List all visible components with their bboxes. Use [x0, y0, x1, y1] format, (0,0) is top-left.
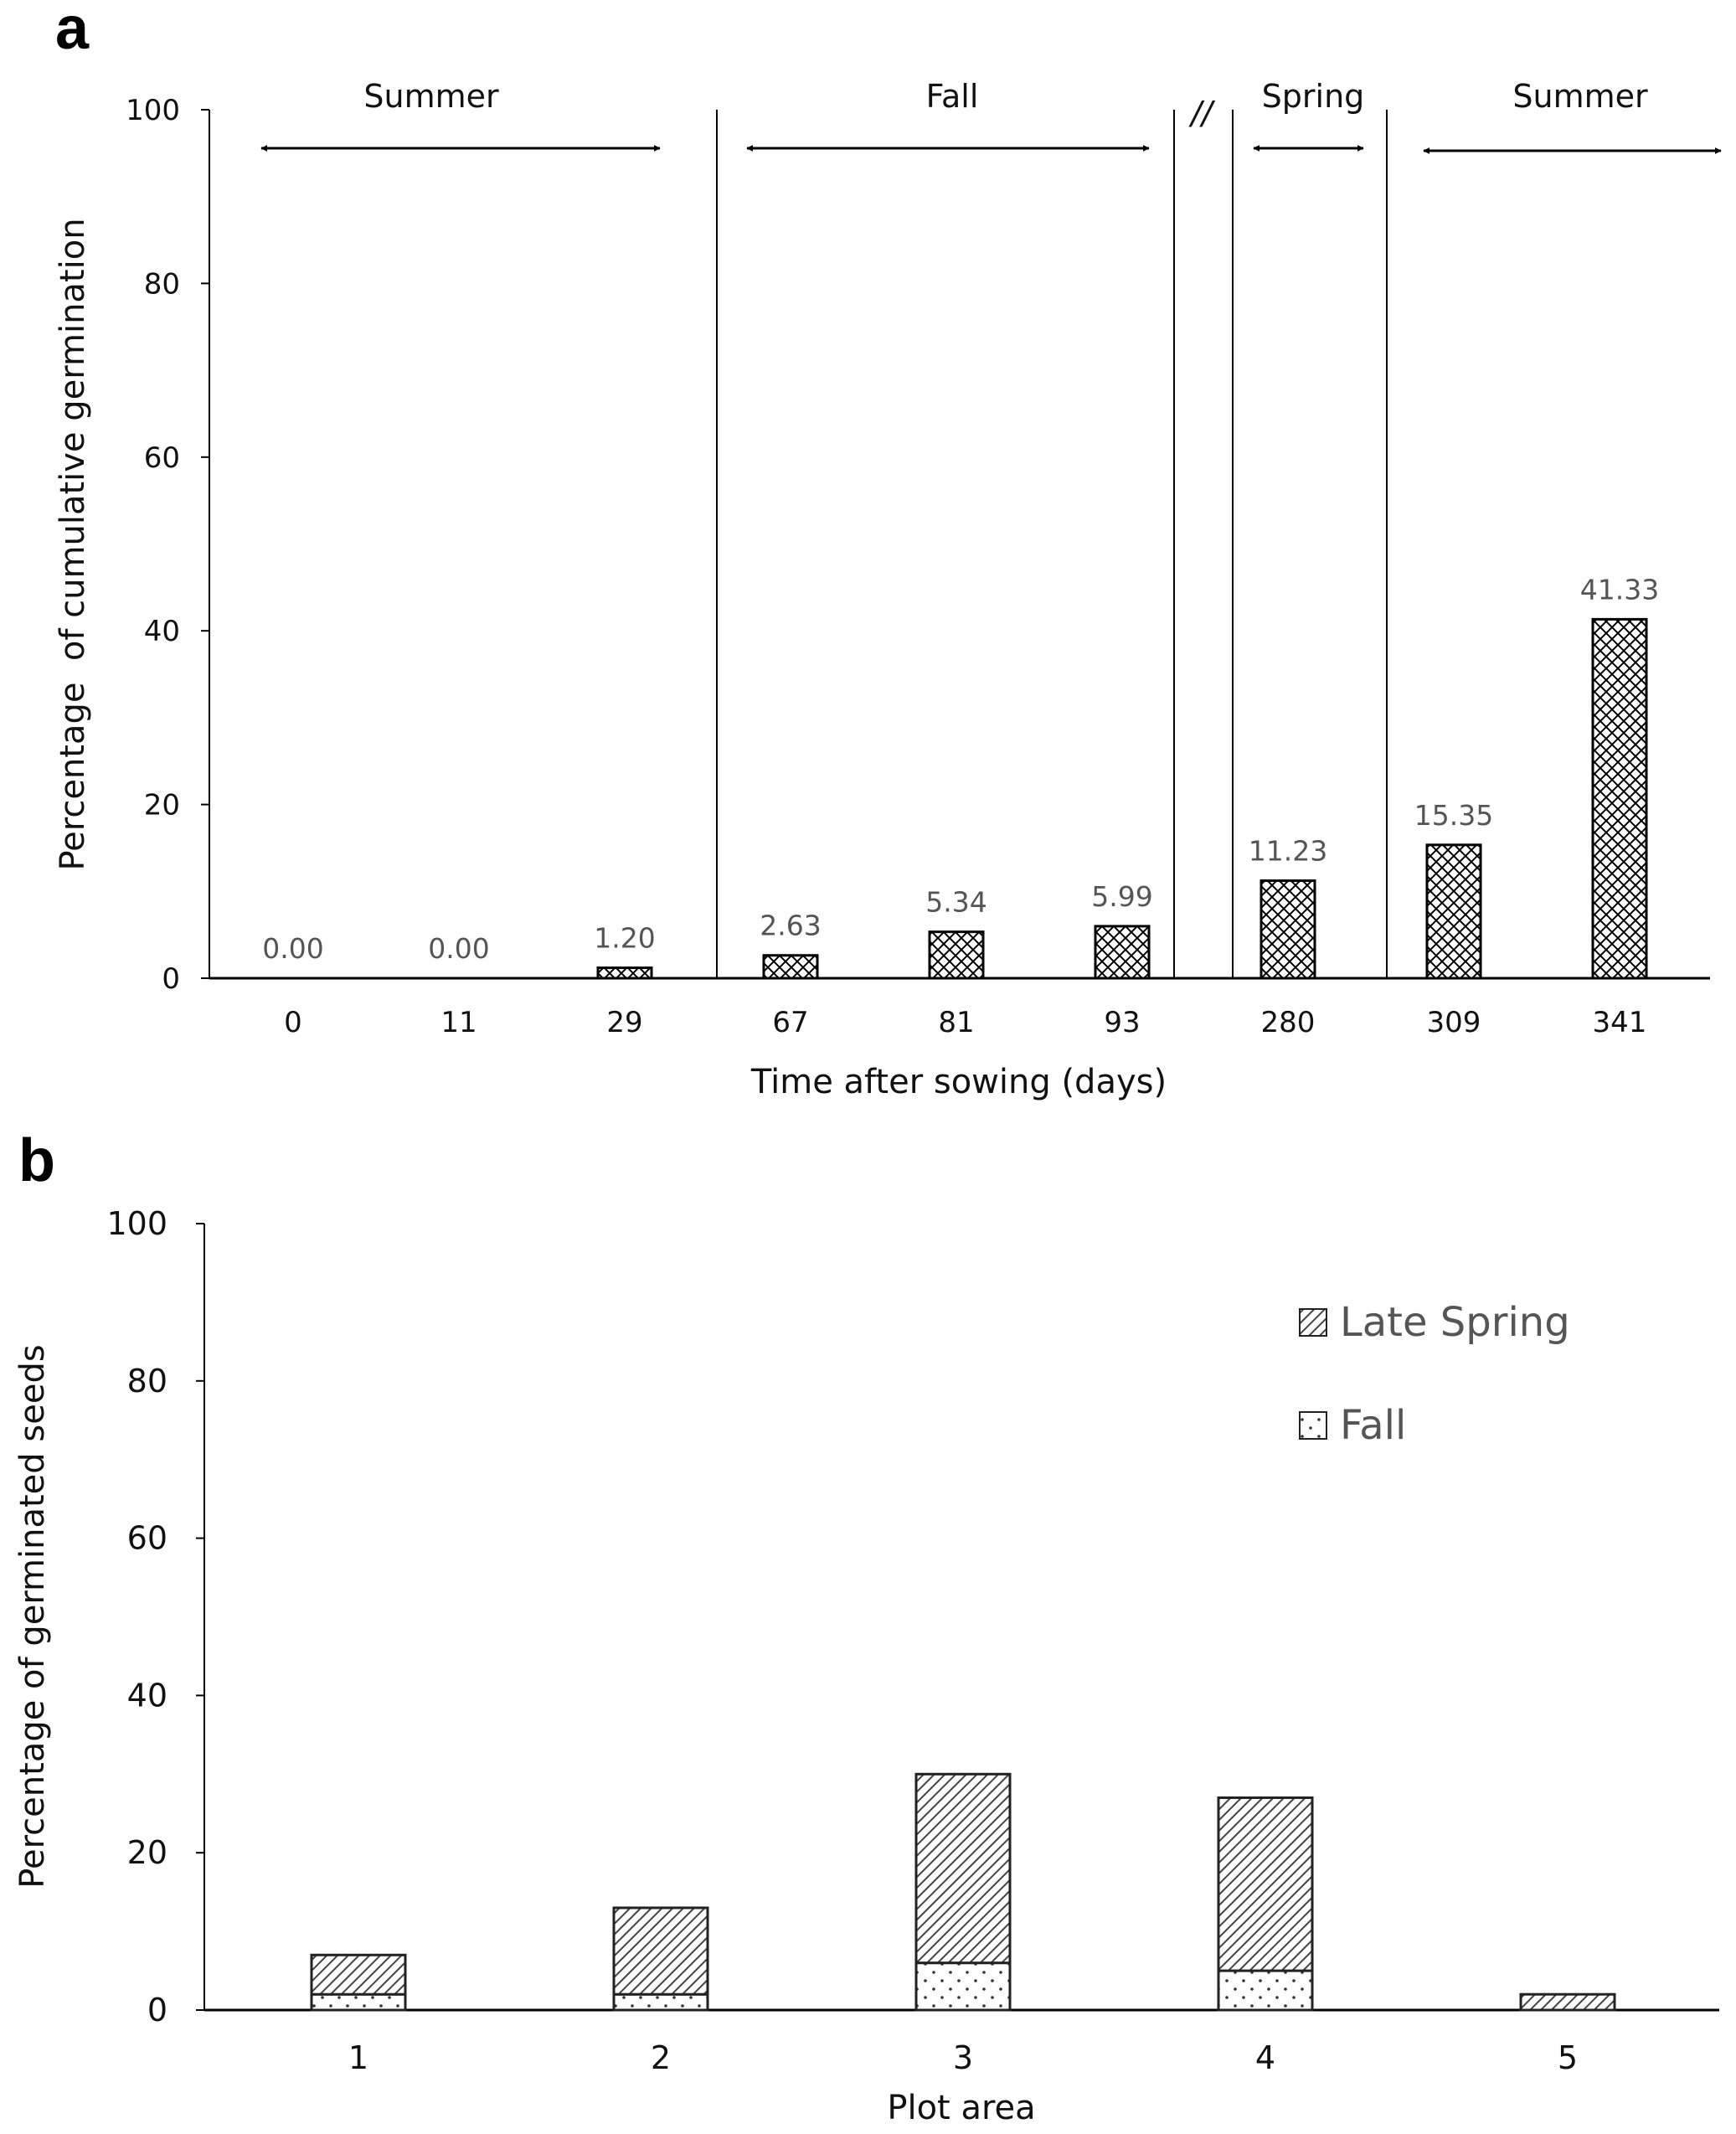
legend-label-late-spring: Late Spring: [1340, 1299, 1570, 1346]
season-label-summer: Summer: [363, 78, 499, 115]
x-tick-label: 2: [651, 2039, 671, 2076]
panel-label-a: a: [55, 0, 90, 62]
x-tick-label: 4: [1255, 2039, 1275, 2076]
data-label: 5.99: [1091, 880, 1152, 913]
x-axis-title-a: Time after sowing (days): [750, 1063, 1167, 1101]
y-tick-label: 60: [127, 1520, 167, 1557]
data-label: 41.33: [1580, 573, 1659, 606]
panel-a: a 0 20 40 60 80 100 Summer Fall Spring Summer…: [54, 0, 1722, 1101]
x-tick-label: 3: [953, 2039, 973, 2076]
bar: [1094, 925, 1151, 980]
y-tick-label: 40: [144, 615, 180, 648]
season-label-summer-2: Summer: [1512, 78, 1648, 115]
bar: [1260, 879, 1316, 980]
data-label: 0.00: [262, 932, 323, 965]
y-tick-label: 100: [126, 94, 180, 127]
season-label-spring: Spring: [1262, 78, 1365, 115]
legend: Late Spring Fall: [1299, 1299, 1570, 1449]
bar-segment-fall: [1217, 1969, 1314, 2012]
season-label-fall: Fall: [926, 78, 979, 115]
x-tick-label: 67: [772, 1006, 808, 1039]
panel-label-b: b: [18, 1127, 55, 1194]
x-tick-label: 93: [1104, 1006, 1140, 1039]
legend-swatch-late-spring: [1299, 1308, 1327, 1337]
y-axis-title-b: Percentage of germinated seeds: [13, 1344, 52, 1888]
bar: [762, 954, 819, 980]
bar-segment-fall: [914, 1961, 1012, 2012]
y-tick-label: 80: [144, 267, 180, 301]
y-tick-label: 80: [127, 1363, 167, 1399]
y-tick-label: 100: [106, 1205, 167, 1242]
x-tick-label: 341: [1593, 1006, 1647, 1039]
legend-swatch-fall: [1299, 1411, 1327, 1440]
data-label: 1.20: [594, 922, 655, 955]
data-label: 5.34: [925, 886, 986, 919]
axis-break-mark: //: [1188, 95, 1216, 131]
y-axis-ticks-b: 0 20 40 60 80 100: [106, 1205, 204, 2028]
x-tick-label: 1: [348, 2039, 368, 2076]
data-label: 11.23: [1249, 835, 1327, 868]
y-tick-label: 60: [144, 441, 180, 475]
bar: [1591, 617, 1648, 980]
x-tick-label: 11: [440, 1006, 476, 1039]
x-axis-ticks-a: 0 11 29 67 81 93 280 309 341: [284, 1006, 1646, 1039]
y-tick-label: 40: [127, 1677, 167, 1714]
x-tick-label: 309: [1427, 1006, 1481, 1039]
bars-b: [310, 1772, 1616, 2012]
x-tick-label: 0: [284, 1006, 302, 1039]
data-label: 0.00: [428, 932, 489, 965]
bar-segment-late-spring: [612, 1906, 709, 1996]
bars-a: [596, 617, 1648, 980]
data-label: 2.63: [760, 910, 821, 942]
bar: [1425, 843, 1482, 980]
bar-segment-fall: [612, 1992, 709, 2012]
bar-segment-late-spring: [1519, 1992, 1616, 2012]
x-tick-label: 5: [1558, 2039, 1578, 2076]
y-tick-label: 20: [144, 789, 180, 822]
bar: [596, 966, 653, 980]
panel-b: b 0 20 40 60 80 100 1 2 3 4 5 Late Spring Fall Pl…: [13, 1127, 1719, 2127]
y-axis-ticks-a: 0 20 40 60 80 100: [126, 94, 209, 996]
x-tick-label: 280: [1261, 1006, 1316, 1039]
x-axis-title-b: Plot area: [887, 2089, 1035, 2127]
data-label: 15.35: [1414, 799, 1493, 832]
bar-segment-late-spring: [914, 1772, 1012, 1965]
x-axis-ticks-b: 1 2 3 4 5: [348, 2039, 1578, 2076]
bar: [928, 930, 985, 980]
x-tick-label: 81: [938, 1006, 974, 1039]
bar-segment-late-spring: [310, 1953, 407, 1996]
bar-segment-late-spring: [1217, 1796, 1314, 1972]
y-axis-title-a: Percentage of cumulative germination: [54, 218, 92, 870]
y-tick-label: 20: [127, 1834, 167, 1871]
data-labels-a: 0.00 0.00 1.20 2.63 5.34 5.99 11.23 15.35 41.33: [262, 573, 1659, 965]
legend-label-fall: Fall: [1340, 1402, 1406, 1449]
y-tick-label: 0: [147, 1992, 167, 2028]
y-tick-label: 0: [162, 962, 180, 996]
bar-segment-fall: [310, 1992, 407, 2012]
x-tick-label: 29: [606, 1006, 642, 1039]
